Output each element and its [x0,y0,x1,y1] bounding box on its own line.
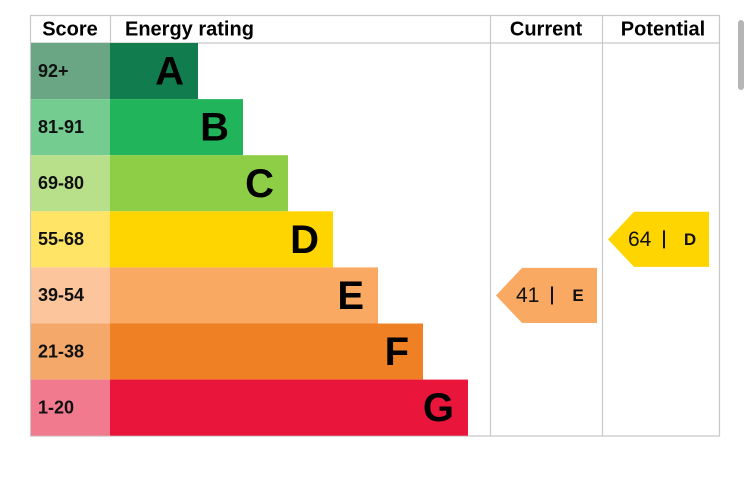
rating-bar [110,379,468,436]
current-value: 41 [516,284,539,307]
score-label: 92+ [38,61,69,81]
score-label: 69-80 [38,173,84,193]
score-label: 81-91 [38,117,84,137]
rating-header: Energy rating [125,18,254,40]
current-header: Current [510,18,583,40]
score-cell [31,211,110,268]
rating-bar [110,211,333,268]
rating-letter: F [385,330,409,374]
rating-bar [110,43,198,100]
rating-letter: D [290,218,319,262]
rating-bar [110,155,288,212]
rating-letter: A [155,50,184,94]
potential-header: Potential [621,18,705,40]
rating-bar [110,267,378,324]
score-label: 39-54 [38,285,84,305]
potential-value: 64 [628,228,652,251]
score-cell [31,99,110,156]
current-letter: E [572,286,583,305]
score-label: 1-20 [38,397,74,417]
rating-bar [110,323,423,380]
score-cell [31,379,110,436]
score-cell [31,267,110,324]
potential-letter: D [684,230,696,249]
current-arrow [496,267,597,323]
score-label: 21-38 [38,341,84,361]
score-cell [31,43,110,100]
score-cell [31,155,110,212]
potential-arrow [608,211,709,267]
score-header: Score [42,18,98,40]
rating-letter: E [337,274,364,318]
rating-letter: G [423,386,454,430]
scrollbar[interactable] [738,20,744,90]
score-label: 55-68 [38,229,84,249]
score-cell [31,323,110,380]
rating-letter: B [200,106,229,150]
rating-bar [110,99,243,156]
rating-letter: C [245,162,274,206]
